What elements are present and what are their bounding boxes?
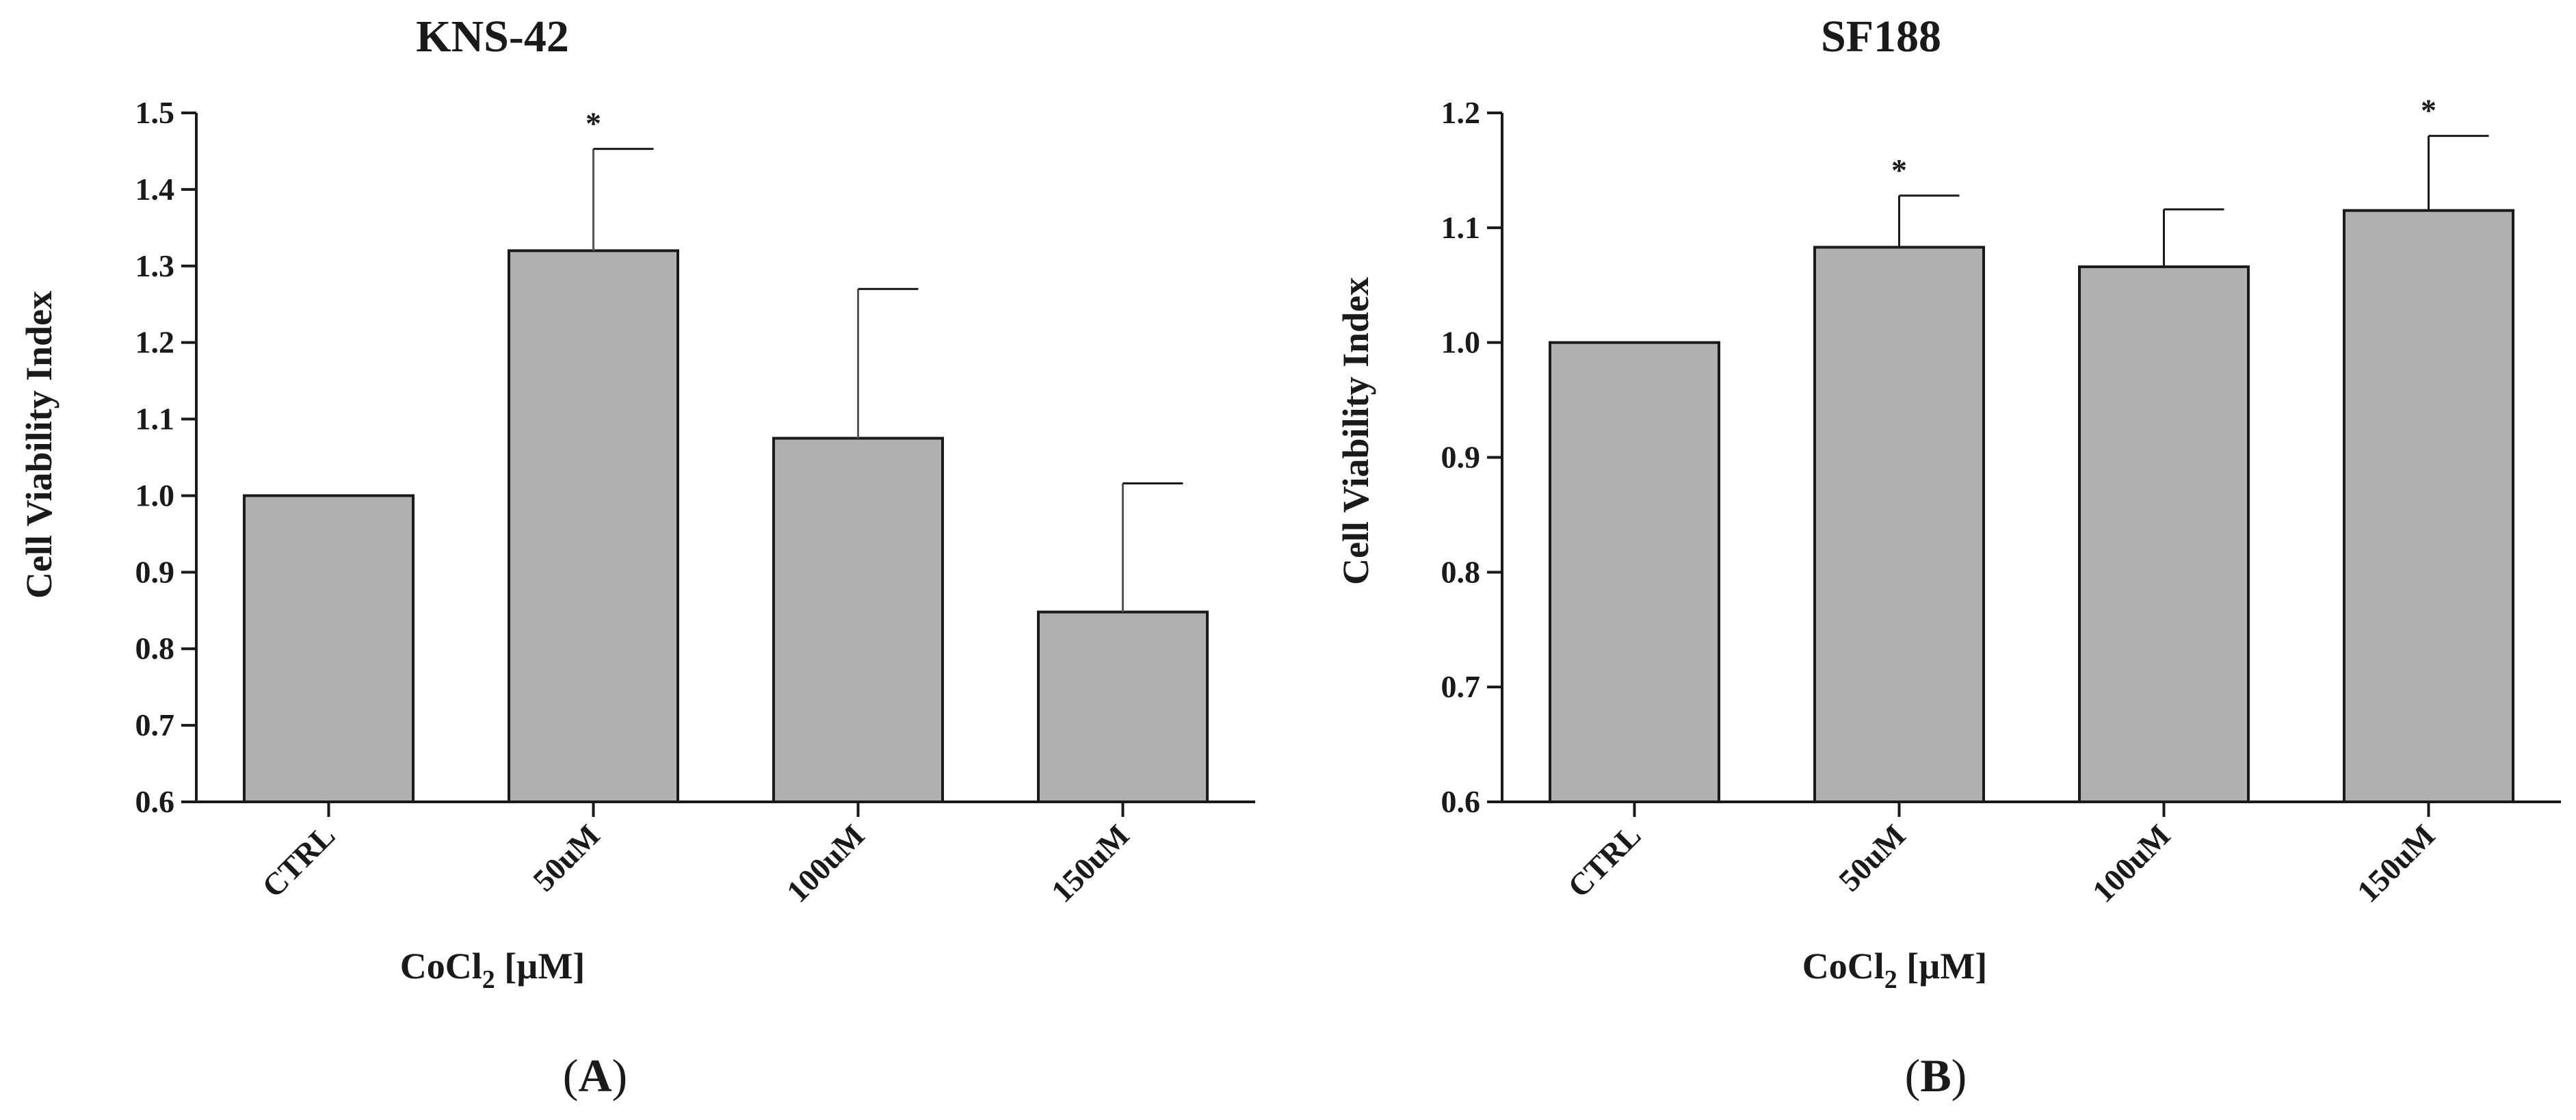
- y-tick-label: 0.6: [135, 784, 175, 819]
- significance-marker: *: [2421, 93, 2436, 128]
- chart-title: SF188: [1821, 12, 1941, 62]
- y-axis-label: Cell Viability Index: [1335, 277, 1376, 585]
- category-label: 50uM: [1832, 818, 1912, 898]
- y-tick-label: 0.9: [1441, 440, 1481, 475]
- panel-label: (B): [1905, 1050, 1967, 1102]
- chart-kns42: KNS-42 Cell Viability Index CoCl2 [µM] (…: [18, 12, 1255, 1102]
- y-tick-label: 0.6: [1441, 784, 1481, 819]
- bar-50um: [508, 249, 679, 803]
- category-label: 150uM: [2350, 818, 2442, 909]
- y-tick-label: 1.0: [135, 478, 175, 512]
- category-label: 100uM: [780, 818, 871, 909]
- x-axis-label: CoCl2 [µM]: [1802, 946, 1988, 994]
- y-tick-label: 1.1: [135, 402, 175, 437]
- y-tick-label: 1.2: [1441, 95, 1481, 130]
- bar-50um: [1813, 246, 1985, 803]
- y-tick-label: 0.8: [1441, 554, 1481, 589]
- y-tick-label: 1.3: [135, 248, 175, 283]
- significance-marker: *: [586, 106, 601, 141]
- bar-100um: [772, 437, 944, 803]
- chart-title: KNS-42: [416, 12, 569, 62]
- y-tick-label: 0.7: [135, 707, 175, 742]
- y-axis-label: Cell Viability Index: [18, 291, 60, 599]
- category-label: 50uM: [526, 818, 606, 898]
- y-tick-label: 0.9: [135, 554, 175, 589]
- y-tick-label: 1.1: [1441, 210, 1481, 245]
- category-label: CTRL: [1561, 818, 1647, 904]
- chart-sf188: SF188 Cell Viability Index CoCl2 [µM] (B…: [1335, 12, 2561, 1102]
- category-label: 150uM: [1044, 818, 1136, 909]
- bar-ctrl: [1549, 341, 1720, 803]
- category-label: 100uM: [2086, 818, 2177, 909]
- bar-150um: [1037, 610, 1209, 803]
- bar-150um: [2343, 209, 2514, 803]
- y-tick-label: 0.7: [1441, 669, 1481, 704]
- y-tick-label: 1.2: [135, 325, 175, 360]
- bar-100um: [2078, 265, 2250, 803]
- significance-marker: *: [1891, 153, 1907, 187]
- panel-label: (A): [563, 1050, 627, 1102]
- y-tick-label: 1.0: [1441, 325, 1481, 360]
- category-label: CTRL: [255, 818, 341, 904]
- x-axis-label: CoCl2 [µM]: [400, 946, 586, 994]
- y-tick-label: 1.5: [135, 95, 175, 130]
- y-tick-label: 1.4: [135, 172, 175, 207]
- y-tick-label: 0.8: [135, 631, 175, 666]
- bar-ctrl: [243, 494, 415, 803]
